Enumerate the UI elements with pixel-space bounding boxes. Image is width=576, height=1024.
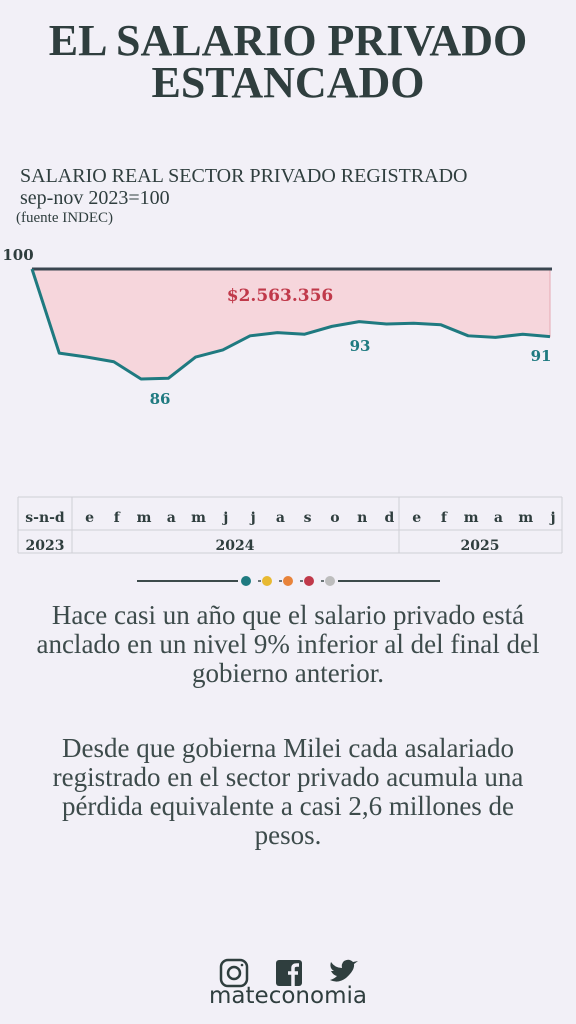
x-tick-label: m xyxy=(464,510,479,526)
x-tick-label: e xyxy=(85,510,94,526)
x-tick-label: s-n-d xyxy=(25,510,65,526)
source: (fuente INDEC) xyxy=(16,210,114,226)
x-tick-label: m xyxy=(137,510,152,526)
data-label: 100 xyxy=(2,246,33,264)
dot xyxy=(283,576,293,586)
title: EL SALARIO PRIVADO ESTANCADO xyxy=(0,16,576,107)
x-tick-label: a xyxy=(494,510,503,526)
x-tick-label: s xyxy=(304,510,312,526)
year-label: 2025 xyxy=(461,538,500,554)
salary-line xyxy=(30,268,551,381)
axis-table xyxy=(17,496,563,554)
dot xyxy=(304,576,314,586)
dot xyxy=(241,576,251,586)
data-label: 86 xyxy=(150,390,171,408)
x-tick-label: j xyxy=(249,510,256,526)
title-line: EL SALARIO PRIVADO xyxy=(48,16,528,65)
annotation: $2.563.356 xyxy=(227,286,333,306)
x-tick-label: f xyxy=(114,510,121,526)
paragraph: Desde que gobierna Milei cada asalariado… xyxy=(52,733,524,850)
chart-title: SALARIO REAL SECTOR PRIVADO REGISTRADO xyxy=(20,165,468,187)
x-tick-label: e xyxy=(412,510,421,526)
dot xyxy=(325,576,335,586)
x-tick-label: j xyxy=(548,510,555,526)
paragraph: Hace casi un año que el salario privado … xyxy=(36,600,540,688)
x-tick-label: a xyxy=(167,510,176,526)
x-tick-label: j xyxy=(221,510,228,526)
year-label: 2024 xyxy=(216,538,255,554)
data-label: 93 xyxy=(350,337,371,355)
instagram-icon xyxy=(219,958,249,988)
x-tick-label: a xyxy=(276,510,285,526)
year-label: 2023 xyxy=(26,538,65,554)
x-tick-label: m xyxy=(191,510,206,526)
x-tick-label: d xyxy=(385,510,395,526)
x-tick-label: o xyxy=(330,510,339,526)
instagram-dot xyxy=(240,963,244,967)
facebook-f xyxy=(288,963,299,986)
chart-subtitle: sep-nov 2023=100 xyxy=(20,187,170,209)
x-tick-label: f xyxy=(441,510,448,526)
divider xyxy=(137,576,440,586)
dot xyxy=(262,576,272,586)
brand: mateconomia xyxy=(209,983,367,1009)
x-tick-label: m xyxy=(518,510,533,526)
twitter-icon xyxy=(330,959,358,982)
title-line: ESTANCADO xyxy=(151,58,425,107)
social-icons xyxy=(219,958,358,988)
x-tick-label: n xyxy=(357,510,367,526)
instagram-lens xyxy=(226,965,242,981)
data-label: 91 xyxy=(531,347,552,365)
